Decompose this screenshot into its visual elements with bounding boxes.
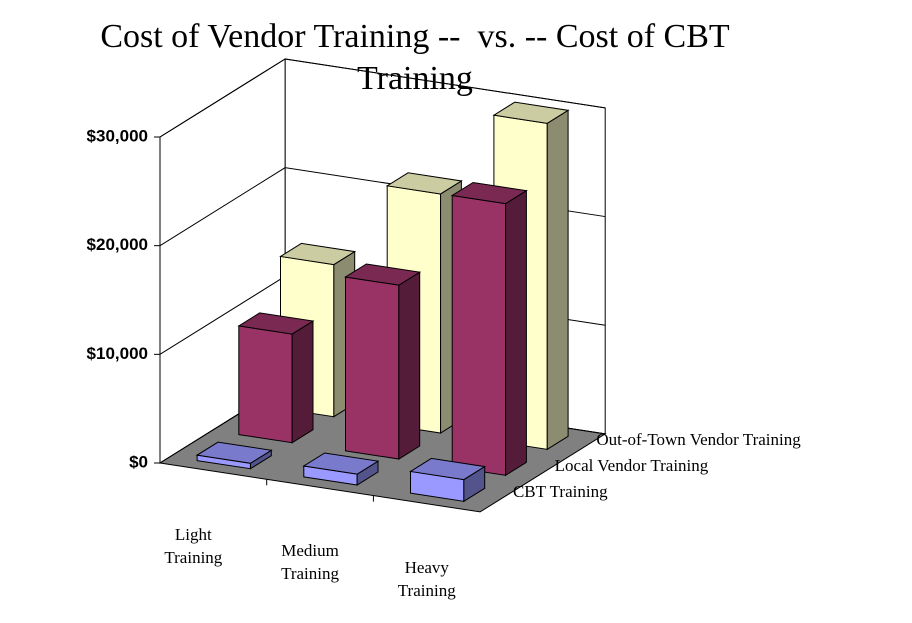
bar-top	[409, 457, 487, 481]
bar-top	[237, 312, 315, 335]
x-tick-label: Medium Training	[281, 541, 340, 584]
grid-line	[159, 58, 606, 138]
bar-top	[492, 101, 570, 124]
bar	[450, 181, 528, 477]
bar-front	[451, 194, 507, 476]
bar-front	[238, 325, 293, 444]
bar	[409, 457, 487, 503]
chart-title: Cost of Vendor Training -- vs. -- Cost o…	[100, 18, 738, 97]
bar-front	[345, 276, 400, 460]
bar-top	[279, 242, 357, 266]
bar-top	[385, 172, 463, 195]
bar	[302, 452, 380, 486]
bar	[344, 263, 422, 460]
bar-side	[505, 189, 527, 477]
bar-side	[291, 320, 314, 444]
bar	[195, 441, 273, 470]
bar	[237, 312, 315, 444]
bar-top	[344, 263, 422, 286]
y-tick-label: $10,000	[87, 344, 148, 363]
series-label: Out-of-Town Vendor Training	[596, 430, 801, 449]
y-tick-label: $0	[129, 452, 148, 471]
series-label: CBT Training	[513, 482, 608, 501]
y-tick-label: $20,000	[87, 235, 148, 254]
bar-top	[302, 452, 380, 475]
y-tick-label: $30,000	[87, 126, 148, 145]
bar-top	[195, 441, 273, 464]
x-tick-label: Light Training	[164, 525, 223, 568]
bar-side	[398, 271, 421, 460]
bar-top	[450, 181, 528, 205]
bar-side	[546, 109, 569, 451]
x-tick-label: Heavy Training	[397, 557, 456, 600]
series-label: Local Vendor Training	[555, 456, 709, 475]
